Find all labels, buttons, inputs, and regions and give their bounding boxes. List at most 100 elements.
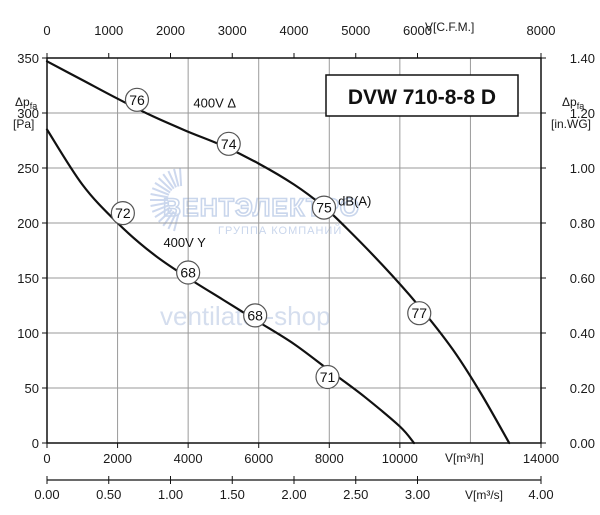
- left-axis-symbol: Δp: [15, 95, 30, 109]
- tick-label-bottom-m3s: 4.00: [528, 487, 553, 502]
- tick-label-left-pa: 100: [17, 326, 39, 341]
- bottom-axis-label-m3s: V[m³/s]: [465, 488, 503, 502]
- watermark-ray: [178, 168, 183, 187]
- tick-label-bottom-m3h: 10000: [382, 451, 418, 466]
- sound-level-badge: 71: [315, 364, 340, 390]
- sound-level-circle: [311, 195, 337, 220]
- tick-label-bottom-m3h: 14000: [523, 451, 559, 466]
- right-axis-subscript: fa: [577, 101, 585, 111]
- chart-title: DVW 710-8-8 D: [348, 86, 496, 109]
- sound-level-circle: [110, 201, 135, 226]
- sound-level-badge: 72: [110, 201, 135, 226]
- watermark-ray: [150, 193, 169, 199]
- grid-lines: [47, 58, 541, 443]
- tick-label-left-pa: 300: [17, 106, 39, 121]
- curve-labels: 400V Δ 400V Y: [163, 96, 236, 251]
- tick-label-top-cfm: 1000: [94, 23, 123, 38]
- sound-level-badge: 76: [124, 87, 150, 112]
- tick-label-right-inwg: 0.80: [570, 216, 595, 231]
- tick-label-bottom-m3h: 6000: [244, 451, 273, 466]
- tick-label-bottom-m3s: 3.00: [405, 487, 430, 502]
- curve-label-1: 400V Δ: [193, 96, 236, 111]
- tick-label-top-cfm: 3000: [218, 23, 247, 38]
- watermark-ray: [173, 168, 180, 187]
- sound-level-value: 68: [247, 307, 263, 323]
- sound-level-value: 68: [180, 265, 196, 281]
- tick-label-right-inwg: 1.40: [570, 51, 595, 66]
- watermark-ray: [157, 177, 173, 192]
- right-axis-unit: [in.WG]: [551, 117, 591, 131]
- sound-level-badge: 75: [311, 195, 337, 220]
- axis-ticks: [42, 53, 546, 484]
- chart-title-box: [325, 74, 519, 117]
- watermark-ray: [150, 201, 169, 207]
- sound-level-circle: [176, 260, 201, 285]
- tick-label-right-inwg: 0.20: [570, 381, 595, 396]
- sound-level-circle: [315, 364, 340, 390]
- sound-level-circle: [124, 87, 150, 112]
- tick-label-bottom-m3s: 1.50: [220, 487, 245, 502]
- tick-label-left-pa: 50: [25, 381, 39, 396]
- tick-label-top-cfm: 5000: [341, 23, 370, 38]
- right-axis-symbol: Δp: [562, 95, 577, 109]
- watermark-ray: [162, 173, 175, 190]
- tick-label-top-cfm: 8000: [527, 23, 556, 38]
- tick-label-right-inwg: 0.40: [570, 326, 595, 341]
- tick-label-bottom-m3s: 1.00: [158, 487, 183, 502]
- tick-label-top-cfm: 6000: [403, 23, 432, 38]
- tick-label-right-inwg: 0.60: [570, 271, 595, 286]
- watermark-ray: [151, 187, 170, 196]
- tick-label-bottom-m3h: 4000: [174, 451, 203, 466]
- sound-level-value: 76: [129, 92, 145, 108]
- watermark-subtitle: ГРУППА КОМПАНИЙ: [218, 224, 342, 237]
- watermark-ray: [157, 208, 173, 223]
- tick-label-bottom-m3s: 2.50: [343, 487, 368, 502]
- watermark-ray: [154, 206, 171, 218]
- sound-level-value: 74: [221, 136, 237, 152]
- tick-label-left-pa: 350: [17, 51, 39, 66]
- tick-label-bottom-m3h: 0: [43, 451, 50, 466]
- sound-level-circle: [407, 301, 432, 326]
- left-axis-subscript: fa: [30, 101, 38, 111]
- tick-label-top-cfm: 2000: [156, 23, 185, 38]
- fan-curve-series-1: [45, 60, 511, 445]
- tick-label-top-cfm: 4000: [280, 23, 309, 38]
- watermark-ray: [167, 212, 177, 230]
- tick-label-left-pa: 150: [17, 271, 39, 286]
- tick-label-left-pa: 0: [32, 436, 39, 451]
- sound-level-badge: 68: [243, 303, 268, 328]
- sound-level-badges: 76 74 75 77 72 68 68 71: [110, 87, 432, 390]
- sound-level-value: 75: [316, 200, 332, 216]
- fan-curve-series-2: [45, 128, 416, 445]
- tick-label-bottom-m3s: 2.00: [281, 487, 306, 502]
- sound-level-badge: 77: [407, 301, 432, 326]
- sound-level-value: 77: [411, 305, 427, 321]
- curve-label-2: 400V Y: [163, 235, 206, 250]
- top-axis-label: V[C.F.M.]: [425, 20, 474, 34]
- tick-label-bottom-m3s: 0.50: [96, 487, 121, 502]
- tick-label-right-inwg: 1.00: [570, 161, 595, 176]
- left-axis-unit: [Pa]: [13, 117, 34, 131]
- tick-label-bottom-m3h: 8000: [315, 451, 344, 466]
- watermark-ray: [154, 182, 171, 194]
- watermark-ray: [167, 170, 177, 188]
- bottom-axis-label-m3h: V[m³/h]: [445, 451, 484, 465]
- tick-label-top-cfm: 0: [43, 23, 50, 38]
- sound-level-value: 72: [115, 205, 131, 221]
- fan-curves: [45, 60, 511, 445]
- tick-label-right-inwg: 1.20: [570, 106, 595, 121]
- sound-level-value: 71: [320, 369, 336, 385]
- sound-unit-label: dB(A): [338, 193, 371, 208]
- watermark-ray: [173, 213, 180, 232]
- tick-label-right-inwg: 0.00: [570, 436, 595, 451]
- sound-level-circle: [243, 303, 268, 328]
- right-axis-label: Δpfa: [562, 95, 584, 111]
- watermark-ray: [151, 204, 170, 213]
- tick-label-left-pa: 250: [17, 161, 39, 176]
- sound-level-badge: 68: [176, 260, 201, 285]
- tick-label-left-pa: 200: [17, 216, 39, 231]
- sound-level-badge: 74: [216, 131, 241, 156]
- tick-label-bottom-m3h: 2000: [103, 451, 132, 466]
